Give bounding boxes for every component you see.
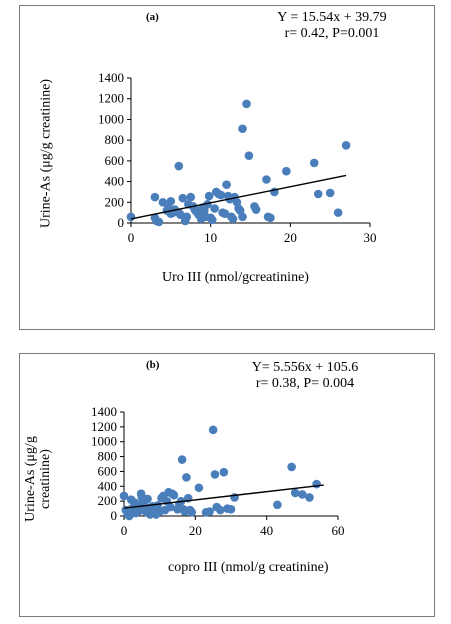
x-tick-label-b: 0 — [121, 523, 128, 538]
data-point-a — [262, 175, 271, 184]
data-point-a — [182, 212, 192, 222]
y-tick-label-a: 1000 — [98, 111, 124, 126]
data-point-a — [251, 205, 261, 214]
trendline-a — [130, 174, 347, 220]
y-tick-label-b: 600 — [98, 463, 118, 478]
stats-line-a: r= 0.42, P=0.001 — [284, 26, 380, 41]
data-point-b — [169, 490, 179, 500]
y-tick-label-b: 400 — [98, 478, 118, 493]
data-point-a — [204, 191, 214, 201]
data-point-a — [266, 213, 275, 223]
data-point-b — [219, 467, 229, 477]
data-point-a — [244, 151, 254, 160]
y-tick-label-a: 400 — [105, 174, 125, 189]
data-point-a — [126, 212, 136, 222]
chart-panel-b: (b) Y= 5.556x + 105.6 r= 0.38, P= 0.004 … — [19, 353, 435, 617]
data-point-a — [341, 141, 351, 150]
data-point-a — [174, 161, 184, 171]
data-point-a — [210, 204, 219, 213]
data-point-b — [194, 483, 204, 493]
data-point-a — [333, 208, 343, 217]
data-point-a — [228, 214, 238, 224]
data-point-b — [305, 493, 314, 502]
data-point-b — [216, 505, 225, 515]
data-point-a — [238, 124, 247, 134]
data-point-b — [287, 462, 296, 472]
stats-line-b: r= 0.38, P= 0.004 — [255, 376, 355, 391]
y-tick-label-b: 800 — [98, 449, 118, 464]
data-point-a — [313, 189, 323, 199]
x-tick-label-a: 0 — [128, 230, 135, 245]
data-point-a — [154, 217, 164, 227]
data-point-a — [282, 166, 291, 176]
data-point-b — [205, 507, 214, 516]
data-point-a — [178, 193, 188, 203]
data-point-a — [242, 99, 251, 109]
data-point-b — [143, 494, 152, 504]
data-point-a — [222, 180, 231, 189]
y-tick-label-b: 1400 — [91, 404, 117, 419]
x-tick-label-b: 20 — [189, 523, 202, 538]
y-tick-label-b: 0 — [111, 508, 118, 523]
panel-label-b: (b) — [146, 359, 160, 371]
data-point-b — [182, 473, 191, 482]
data-point-a — [150, 192, 160, 202]
data-point-b — [187, 507, 197, 517]
data-point-a — [309, 158, 319, 168]
y-tick-label-a: 800 — [105, 132, 125, 147]
x-axis-label-a: Uro III (nmol/gcreatinine) — [162, 270, 309, 285]
y-tick-label-b: 1200 — [91, 419, 117, 434]
y-tick-label-a: 1400 — [98, 70, 124, 85]
x-tick-label-a: 10 — [204, 230, 217, 245]
data-point-b — [312, 479, 321, 489]
equation-line-a: Y = 15.54x + 39.79 — [277, 10, 387, 25]
y-tick-label-a: 1200 — [98, 91, 124, 106]
x-tick-label-a: 20 — [284, 230, 297, 245]
x-axis-label-b: copro III (nmol/g creatinine) — [168, 560, 329, 575]
data-point-a — [325, 188, 335, 198]
data-point-b — [177, 455, 187, 464]
trendline-b — [123, 484, 324, 509]
y-tick-label-a: 600 — [105, 153, 125, 168]
data-point-a — [158, 197, 168, 207]
data-point-b — [210, 470, 220, 479]
data-point-a — [166, 196, 176, 206]
data-point-b — [166, 502, 175, 512]
equation-a: Y = 15.54x + 39.79 r= 0.42, P=0.001 — [252, 10, 412, 42]
y-tick-label-b: 1000 — [91, 434, 117, 449]
x-tick-label-b: 60 — [332, 523, 345, 538]
chart-panel-a: (a) Y = 15.54x + 39.79 r= 0.42, P=0.001 … — [19, 5, 435, 330]
data-point-b — [208, 425, 218, 435]
panel-label-a: (a) — [146, 11, 159, 23]
x-tick-label-a: 30 — [364, 230, 377, 245]
y-tick-label-a: 200 — [105, 194, 125, 209]
data-point-a — [203, 200, 212, 209]
data-point-b — [119, 491, 129, 501]
equation-b: Y= 5.556x + 105.6 r= 0.38, P= 0.004 — [225, 360, 385, 392]
equation-line-b: Y= 5.556x + 105.6 — [251, 360, 359, 375]
data-point-a — [207, 215, 217, 225]
data-point-b — [226, 505, 236, 514]
data-point-a — [216, 190, 226, 200]
data-point-b — [298, 490, 307, 499]
data-point-a — [238, 212, 247, 222]
y-tick-label-b: 200 — [98, 493, 118, 508]
x-tick-label-b: 40 — [260, 523, 273, 538]
data-point-b — [273, 500, 282, 510]
y-tick-label-a: 0 — [118, 215, 125, 230]
data-point-b — [290, 488, 300, 498]
data-point-a — [186, 192, 196, 202]
data-point-a — [220, 209, 230, 218]
scatter-plot-a: 0 200 400 600 800 1000 1200 1400 0 10 20 30 — [98, 70, 377, 245]
